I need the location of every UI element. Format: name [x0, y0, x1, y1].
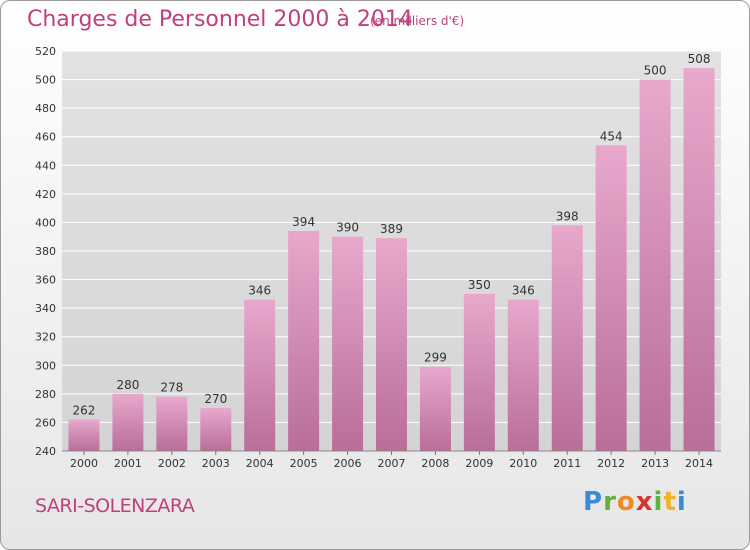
bar — [376, 238, 407, 451]
bar-value-label: 350 — [468, 278, 491, 292]
y-tick-label: 280 — [35, 388, 56, 401]
x-tick-label: 2001 — [114, 457, 142, 470]
chart-title: Charges de Personnel 2000 à 2014 — [27, 7, 413, 32]
bar — [507, 299, 539, 451]
x-tick-label: 2010 — [509, 457, 537, 470]
logo-letter: i — [653, 487, 664, 517]
x-tick-label: 2011 — [553, 457, 581, 470]
logo-letter: x — [635, 487, 654, 517]
bar — [156, 396, 188, 451]
y-tick-label: 360 — [35, 274, 56, 287]
bar — [112, 393, 144, 451]
bar-value-label: 346 — [512, 284, 535, 298]
bar — [68, 419, 100, 451]
y-tick-label: 320 — [35, 331, 56, 344]
x-tick-label: 2008 — [421, 457, 449, 470]
x-tick-label: 2009 — [465, 457, 493, 470]
x-tick-label: 2004 — [246, 457, 274, 470]
logo-letter: t — [663, 487, 677, 517]
y-tick-label: 380 — [35, 245, 56, 258]
bar — [288, 231, 320, 451]
logo-letter: o — [616, 487, 636, 517]
bar — [244, 299, 276, 451]
x-tick-label: 2014 — [685, 457, 713, 470]
bar — [419, 366, 451, 451]
bar-value-label: 454 — [600, 129, 623, 143]
x-tick-label: 2005 — [290, 457, 318, 470]
bar — [683, 68, 715, 452]
y-tick-label: 520 — [35, 45, 56, 58]
bar-value-label: 508 — [688, 52, 711, 66]
x-tick-label: 2006 — [334, 457, 362, 470]
bar-value-label: 398 — [556, 209, 579, 223]
bar — [595, 145, 627, 452]
x-tick-label: 2012 — [597, 457, 625, 470]
y-tick-label: 340 — [35, 302, 56, 315]
x-tick-label: 2013 — [641, 457, 669, 470]
bar-value-label: 390 — [336, 221, 359, 235]
bar-value-label: 346 — [248, 284, 271, 298]
logo-letter: r — [603, 487, 617, 517]
bar-value-label: 280 — [116, 378, 139, 392]
bar-value-label: 270 — [204, 392, 227, 406]
city-name: SARI-SOLENZARA — [35, 495, 195, 517]
y-tick-label: 400 — [35, 216, 56, 229]
logo-letter: i — [676, 487, 687, 517]
bar-value-label: 389 — [380, 222, 403, 236]
logo-letter: P — [583, 487, 604, 517]
bar — [551, 225, 583, 451]
chart-subtitle: (en milliers d'€) — [370, 14, 465, 28]
bar-value-label: 278 — [160, 381, 183, 395]
bar-value-label: 262 — [73, 404, 96, 418]
y-tick-label: 500 — [35, 74, 56, 87]
bar — [200, 408, 232, 451]
bar-value-label: 500 — [644, 64, 667, 78]
y-tick-label: 300 — [35, 359, 56, 372]
x-tick-label: 2003 — [202, 457, 230, 470]
bar — [463, 293, 495, 451]
bar — [332, 236, 364, 451]
y-tick-label: 240 — [35, 445, 56, 458]
y-tick-label: 260 — [35, 416, 56, 429]
y-tick-label: 440 — [35, 159, 56, 172]
bar-value-label: 394 — [292, 215, 315, 229]
x-tick-label: 2007 — [378, 457, 406, 470]
bar-value-label: 299 — [424, 351, 447, 365]
bar — [639, 79, 671, 452]
y-tick-label: 460 — [35, 131, 56, 144]
x-tick-label: 2002 — [158, 457, 186, 470]
proxiti-logo: Proxiti — [583, 487, 687, 517]
x-tick-label: 2000 — [70, 457, 98, 470]
y-tick-label: 420 — [35, 188, 56, 201]
y-tick-label: 480 — [35, 102, 56, 115]
